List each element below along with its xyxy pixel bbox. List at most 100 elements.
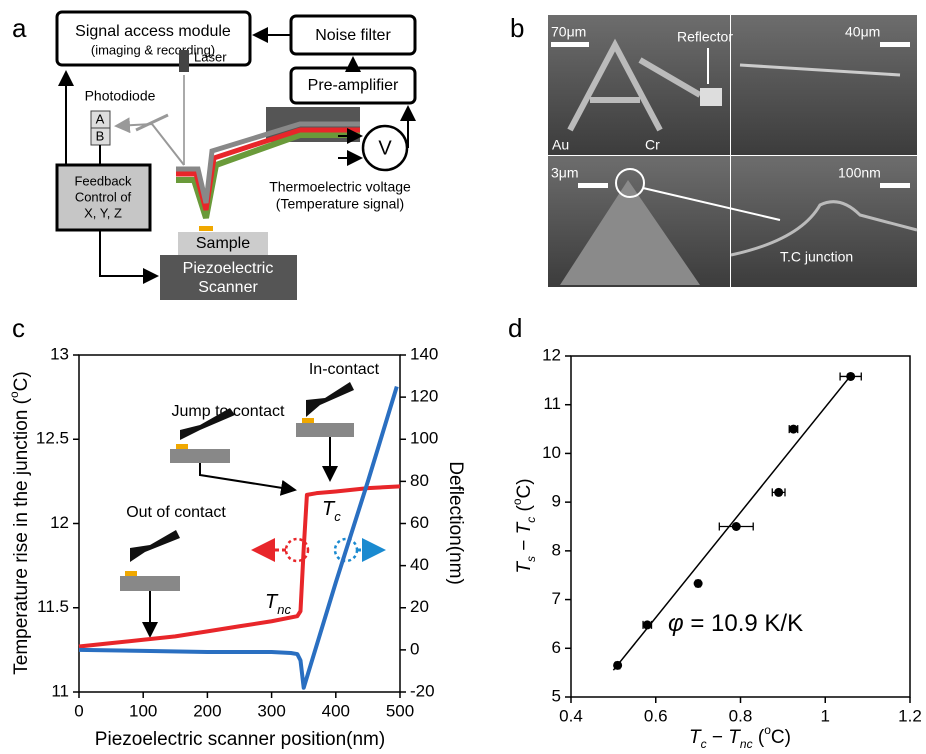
x-tick-label: 1.2 [898, 706, 922, 725]
part: = 10.9 K/K [684, 610, 803, 637]
x-tick-label: 1 [821, 706, 830, 725]
point [732, 522, 741, 531]
laser [179, 50, 189, 72]
box-text: Signal access module [75, 23, 231, 40]
scale-bar [551, 42, 589, 47]
label: (Temperature signal) [276, 196, 404, 212]
part: nc [740, 737, 753, 749]
point [613, 661, 622, 670]
part: nc [277, 602, 291, 617]
x-tick-label: 300 [257, 701, 285, 720]
y2-tick-label: 80 [410, 471, 429, 490]
annotation: φ = 10.9 K/K [668, 610, 803, 637]
part: ( [514, 504, 535, 516]
note: Reflector [677, 29, 733, 45]
mirror [136, 115, 168, 130]
point [846, 372, 855, 381]
y-tick-label: 12 [50, 513, 69, 532]
part: ( [753, 727, 765, 748]
annotation: Tnc [265, 591, 291, 617]
x-axis-title: Piezoelectric scanner position(nm) [95, 729, 385, 749]
x-tick-label: 500 [386, 701, 414, 720]
y-tick-label: 12 [542, 345, 561, 364]
box-text: Pre-amplifier [308, 77, 399, 94]
y2-axis-title: Deflection(nm) [445, 461, 466, 585]
panel-label: c [12, 313, 25, 343]
y2-tick-label: 0 [410, 639, 419, 658]
x-tick-label: 400 [322, 701, 350, 720]
x-tick-label: 0.4 [559, 706, 583, 725]
scale-bar [578, 183, 608, 188]
point [694, 579, 703, 588]
y-tick-label: 8 [552, 540, 561, 559]
y-tick-label: 11 [543, 394, 561, 413]
y-tick-label: 13 [50, 344, 69, 363]
y-tick-label: 7 [552, 589, 561, 608]
point [774, 488, 783, 497]
part: φ [668, 610, 684, 637]
annotation: Out of contact [126, 504, 226, 521]
panel-label: d [508, 313, 522, 343]
scale-text: 70μm [551, 24, 586, 40]
panel-label: b [510, 13, 524, 43]
note: T.C junction [780, 249, 853, 265]
label: Photodiode [85, 88, 156, 104]
box-text: Control of [75, 189, 132, 204]
panel-c: c Piezoelectric scanner position(nm) Tem… [7, 313, 466, 749]
y-axis-title: Ts − Tc (oC) [510, 478, 538, 573]
tip [199, 226, 213, 231]
label: Thermoelectric voltage [269, 179, 411, 195]
y2-tick-label: 100 [410, 429, 438, 448]
x-tick-label: 0.8 [729, 706, 753, 725]
scale-text: 3μm [551, 165, 579, 181]
part: C) [771, 727, 791, 748]
y-tick-label: 5 [552, 686, 561, 705]
y2-tick-label: -20 [410, 681, 435, 700]
part: Temperature rise in the junction ( [11, 397, 32, 674]
y2-tick-label: 120 [410, 387, 438, 406]
y-tick-label: 11 [51, 681, 69, 700]
part: C) [514, 478, 535, 498]
cell-text: B [96, 128, 105, 143]
part: c [334, 509, 341, 524]
y-tick-label: 9 [552, 492, 561, 511]
scale-bar [880, 183, 910, 188]
x-axis-title: Tc − Tnc (oC) [689, 723, 791, 749]
label: Sample [196, 235, 250, 252]
label: Laser [194, 49, 227, 64]
note: Cr [645, 137, 660, 153]
y-tick-label: 6 [552, 638, 561, 657]
part: C) [11, 371, 32, 391]
panel-a: a Signal access module (imaging & record… [12, 12, 415, 300]
point [643, 620, 652, 629]
part: − [707, 727, 729, 748]
scale-bar [880, 42, 910, 47]
panel-d: d Tc − Tnc (oC) Ts − Tc (oC) φ = 10.9 K/… [508, 313, 922, 749]
x-tick-label: 0 [74, 701, 83, 720]
x-tick-label: 100 [129, 701, 157, 720]
voltmeter-text: V [378, 137, 392, 159]
scale-text: 100nm [838, 165, 881, 181]
arrow [100, 230, 157, 276]
cell-text: A [96, 111, 105, 126]
y-axis-title: Temperature rise in the junction (oC) [7, 371, 32, 674]
box-text: Feedback [74, 173, 132, 188]
note: Au [552, 137, 569, 153]
y-tick-label: 12.5 [36, 429, 69, 448]
annotation: In-contact [309, 361, 380, 378]
box-text: Noise filter [315, 27, 391, 44]
beam [116, 124, 184, 165]
label: Scanner [198, 279, 258, 296]
sem-image [731, 15, 917, 155]
y2-tick-label: 60 [410, 513, 429, 532]
y2-tick-label: 140 [410, 344, 438, 363]
scale-text: 40μm [845, 24, 880, 40]
x-tick-label: 200 [193, 701, 221, 720]
reflector [700, 88, 722, 106]
part: − [514, 534, 535, 556]
y-tick-label: 10 [542, 443, 561, 462]
point [789, 425, 798, 434]
y-tick-label: 11.5 [37, 597, 69, 616]
panel-b: b 70μm Reflector Au Cr 40μm 3μm 100nm T.… [510, 13, 917, 287]
label: Piezoelectric [183, 260, 274, 277]
